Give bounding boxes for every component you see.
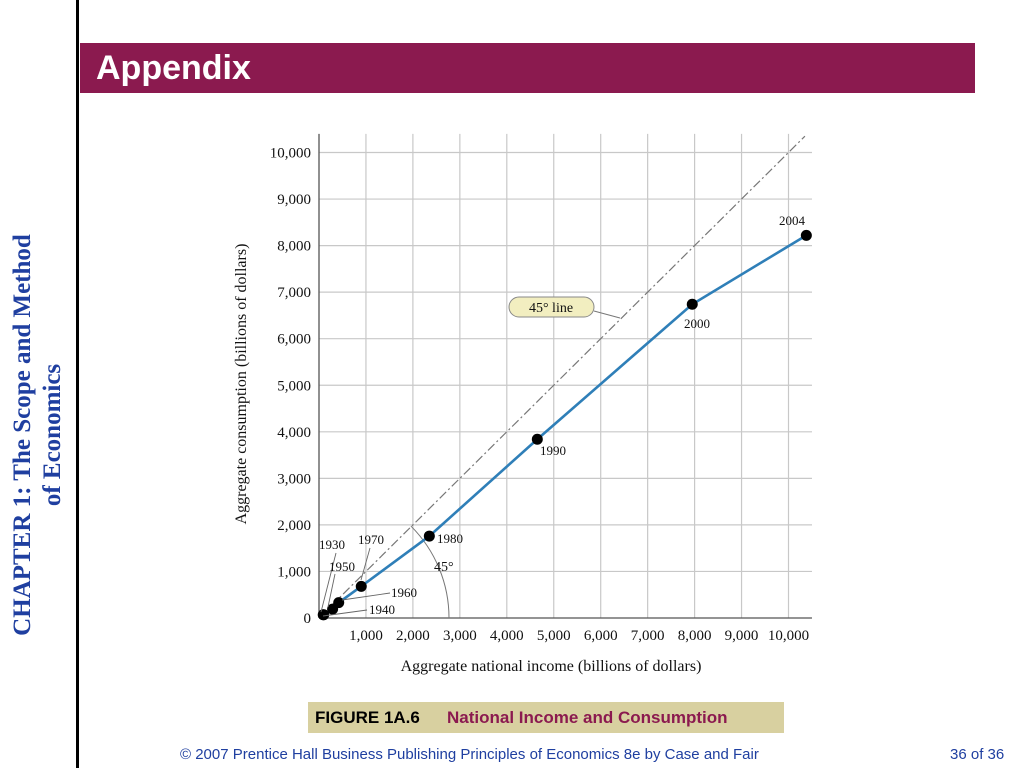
x-tick-label: 10,000 [768, 628, 809, 644]
page-number: 36 of 36 [950, 746, 1005, 763]
consumption-chart: 1,000 2,000 3,000 4,000 5,000 6,000 7,000 8,000… [233, 133, 812, 675]
y-tick-label: 9,000 [277, 192, 311, 208]
y-tick-label: 7,000 [277, 285, 311, 301]
data-point [423, 530, 435, 542]
sidebar-divider [76, 0, 79, 768]
year-leader-line [341, 592, 391, 601]
x-tick-label: 8,000 [678, 628, 712, 644]
data-point [333, 597, 345, 609]
y-tick-label: 5,000 [277, 378, 311, 394]
data-point [686, 298, 698, 310]
x-tick-label: 9,000 [725, 628, 759, 644]
y-tick-label: 0 [304, 611, 312, 627]
reference-line-callout [508, 296, 595, 318]
year-label: 1970 [358, 532, 384, 547]
x-tick-label: 1,000 [349, 628, 383, 644]
data-point [355, 580, 367, 592]
slide-title: Appendix [96, 49, 251, 87]
year-label: 1950 [329, 559, 355, 574]
x-tick-label: 5,000 [537, 628, 571, 644]
year-label: 2000 [684, 316, 710, 331]
angle-arc [410, 525, 450, 619]
year-label: 1980 [437, 531, 463, 546]
reference-line-leader [593, 310, 621, 319]
year-leader-line [320, 552, 337, 613]
x-tick-label: 2,000 [396, 628, 430, 644]
figure-caption: FIGURE 1A.6 National Income and Consumpt… [308, 702, 784, 733]
reference-line-label: 45° line [529, 301, 573, 316]
year-label: 1940 [369, 602, 395, 617]
data-point [318, 609, 330, 621]
title-banner: Appendix [80, 43, 975, 93]
y-tick-label: 4,000 [277, 425, 311, 441]
x-axis-label: Aggregate national income (billions of d… [401, 658, 702, 675]
x-tick-label: 6,000 [584, 628, 618, 644]
y-tick-label: 2,000 [277, 518, 311, 534]
y-tick-label: 6,000 [277, 332, 311, 348]
year-leader-line [322, 609, 368, 617]
year-label: 1990 [540, 443, 566, 458]
year-leader-line [327, 573, 336, 608]
figure-title: National Income and Consumption [447, 708, 728, 727]
year-leader-line [360, 547, 371, 581]
year-label: 1960 [391, 585, 417, 600]
x-tick-label: 4,000 [490, 628, 524, 644]
data-point [531, 433, 543, 445]
y-axis-label: Aggregate consumption (billions of dolla… [233, 244, 250, 525]
x-tick-label: 3,000 [443, 628, 477, 644]
y-tick-label: 8,000 [277, 239, 311, 255]
x-tick-label: 7,000 [631, 628, 665, 644]
reference-line-45 [318, 135, 806, 619]
y-tick-label: 10,000 [270, 146, 311, 162]
footer-copyright: © 2007 Prentice Hall Business Publishing… [180, 746, 759, 763]
year-label: 1930 [319, 537, 345, 552]
data-point [800, 229, 812, 241]
y-tick-label: 1,000 [277, 564, 311, 580]
y-tick-label: 3,000 [277, 471, 311, 487]
figure-number: FIGURE 1A.6 [315, 708, 420, 727]
year-label: 2004 [779, 213, 806, 228]
angle-label: 45° [434, 560, 454, 575]
